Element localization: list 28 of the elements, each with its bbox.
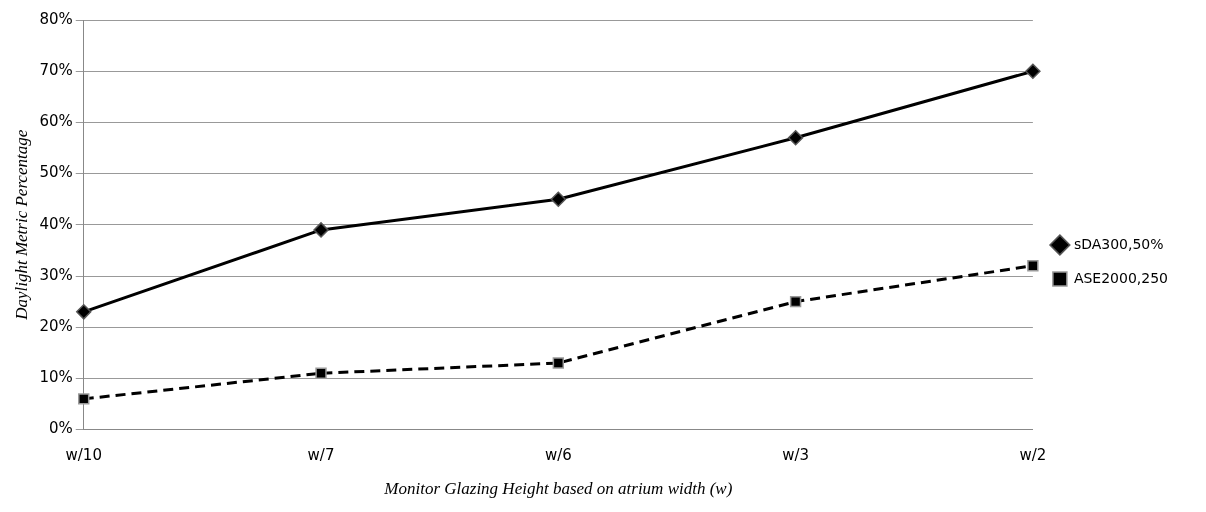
y-tick-label: 60% [39,112,73,131]
x-tick-label: w/7 [307,446,335,465]
y-tick-label: 30% [39,265,73,284]
point [315,367,327,379]
x-tick-label: w/3 [782,446,810,465]
y-tick-label: 20% [39,317,73,336]
x-axis-title: Monitor Glazing Height based on atrium width (w) [383,479,733,499]
point [787,130,804,146]
point [313,222,329,238]
y-axis-title: Daylight Metric Percentage [11,129,31,321]
legend-label: ASE2000,250 [1073,269,1169,286]
point [78,393,90,405]
point [550,191,567,207]
y-tick-label: 10% [39,368,73,387]
point [75,304,92,320]
y-tick-label: 0% [48,419,73,438]
x-tick-label: w/6 [544,446,572,465]
legend-label: sDA300,50% [1073,235,1164,252]
x-tick-label: w/10 [65,446,102,465]
point [1025,63,1041,79]
y-tick-label: 70% [39,61,73,80]
point [552,357,565,369]
point [789,295,802,308]
point [1027,260,1039,272]
y-tick-label: 50% [39,163,73,182]
y-tick-label: 40% [39,214,73,233]
x-tick-label: w/2 [1019,446,1047,465]
y-tick-label: 80% [39,9,73,28]
